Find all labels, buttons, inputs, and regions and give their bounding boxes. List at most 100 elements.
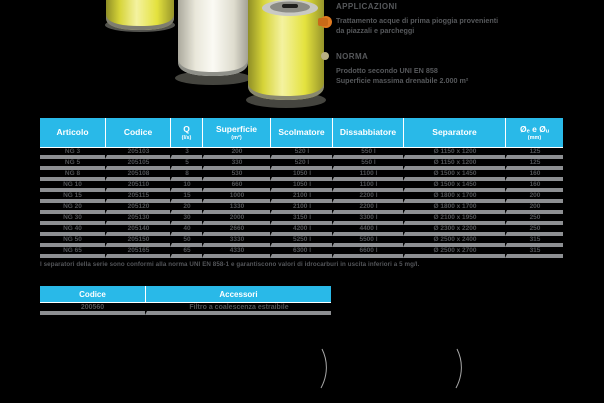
table-cell: NG 30: [40, 214, 105, 225]
table-cell: 15: [170, 192, 202, 203]
col-header-dissabbiatore: Dissabbiatore: [332, 118, 403, 148]
table-cell: 8: [170, 170, 202, 181]
norma-line1: Prodotto secondo UNI EN 858: [336, 66, 438, 76]
table-cell: 200: [505, 203, 563, 214]
table-cell: 205105: [105, 159, 170, 170]
table-cell: 1330: [202, 203, 270, 214]
accessories-table: Codice Accessori 200560 Filtro a coalesce…: [40, 286, 331, 315]
table-cell: 2660: [202, 225, 270, 236]
table-cell: 2200 l: [332, 203, 403, 214]
product-table-header: Articolo Codice Q (l/s) Superficie (m²) …: [40, 118, 563, 148]
table-cell: NG 15: [40, 192, 105, 203]
col-unit: (mm): [527, 135, 542, 141]
table-cell: 5500 l: [332, 236, 403, 247]
table-cell: 200: [505, 192, 563, 203]
table-cell: Ø 2100 x 1950: [403, 214, 505, 225]
col-header-codice: Codice: [105, 118, 170, 148]
table-cell: 250: [505, 214, 563, 225]
table-cell: Ø 1500 x 1450: [403, 181, 505, 192]
table-cell: 125: [505, 159, 563, 170]
table-cell: 520 l: [270, 148, 332, 159]
col-header-acc-codice: Codice: [40, 286, 145, 303]
table-cell: 315: [505, 236, 563, 247]
table-cell: 2100 l: [270, 203, 332, 214]
col-header-portata: Q (l/s): [170, 118, 202, 148]
table-cell: 160: [505, 181, 563, 192]
table-cell: Ø 2500 x 2700: [403, 247, 505, 258]
table-cell: 250: [505, 225, 563, 236]
table-cell: NG 20: [40, 203, 105, 214]
table-cell: 200560: [40, 303, 145, 315]
table-cell: 3150 l: [270, 214, 332, 225]
col-header-separatore: Separatore: [403, 118, 505, 148]
col-unit: (l/s): [181, 135, 192, 141]
table-cell: 205150: [105, 236, 170, 247]
applicazioni-heading: APPLICAZIONI: [336, 2, 398, 11]
col-header-articolo: Articolo: [40, 118, 105, 148]
table-cell: 205140: [105, 225, 170, 236]
table-cell: 205165: [105, 247, 170, 258]
norma-heading: NORMA: [336, 52, 369, 62]
section-applicazioni: APPLICAZIONI Trattamento acque di prima …: [336, 2, 572, 35]
table-cell: 1050 l: [270, 170, 332, 181]
col-header-scolmatore: Scolmatore: [270, 118, 332, 148]
table-cell: NG 50: [40, 236, 105, 247]
table-cell: 125: [505, 148, 563, 159]
col-label: Superficie: [215, 124, 258, 134]
table-cell: 3300 l: [332, 214, 403, 225]
info-text-block: APPLICAZIONI Trattamento acque di prima …: [336, 2, 572, 85]
table-cell: 550 l: [332, 159, 403, 170]
table-cell: 205130: [105, 214, 170, 225]
table-cell: 10: [170, 181, 202, 192]
col-label: Accessori: [219, 289, 258, 299]
applicazioni-line2: da piazzali e parcheggi: [336, 25, 415, 35]
table-cell: 3: [170, 148, 202, 159]
table-cell: 205103: [105, 148, 170, 159]
col-header-accessori: Accessori: [145, 286, 331, 303]
table-cell: 1050 l: [270, 181, 332, 192]
product-photo: [40, 0, 332, 118]
table-note: I separatori della serie sono conformi a…: [40, 261, 420, 268]
table-cell: Ø 2500 x 2400: [403, 236, 505, 247]
table-cell: 205108: [105, 170, 170, 181]
table-cell: NG 10: [40, 181, 105, 192]
tanks-illustration: [105, 0, 332, 108]
table-cell: 5: [170, 159, 202, 170]
table-cell: 6600 l: [332, 247, 403, 258]
col-label: Q: [183, 124, 190, 134]
col-header-superficie: Superficie (m²): [202, 118, 270, 148]
table-cell: Ø 1150 x 1200: [403, 148, 505, 159]
col-label: Scolmatore: [278, 127, 325, 137]
table-cell: 205115: [105, 192, 170, 203]
table-cell: Ø 1150 x 1200: [403, 159, 505, 170]
col-label: Dissabbiatore: [339, 127, 397, 137]
table-cell: NG 8: [40, 170, 105, 181]
section-norma: NORMA Prodotto secondo UNI EN 858 Superf…: [336, 52, 572, 85]
arc-shapes-icon: [320, 348, 462, 389]
table-cell: 1100 l: [332, 181, 403, 192]
table-cell: NG 5: [40, 159, 105, 170]
table-cell: NG 65: [40, 247, 105, 258]
table-row: 200560 Filtro a coalescenza estraibile: [40, 303, 331, 315]
table-cell: 50: [170, 236, 202, 247]
table-cell: 315: [505, 247, 563, 258]
table-cell: 160: [505, 170, 563, 181]
col-label: Separatore: [432, 127, 477, 137]
applicazioni-line1: Trattamento acque di prima pioggia prove…: [336, 16, 499, 25]
table-cell: 550 l: [332, 148, 403, 159]
table-cell: 6300 l: [270, 247, 332, 258]
table-cell: 4330: [202, 247, 270, 258]
table-cell: 65: [170, 247, 202, 258]
table-cell: 20: [170, 203, 202, 214]
table-cell: 660: [202, 181, 270, 192]
table-cell: 520 l: [270, 159, 332, 170]
table-cell: 4400 l: [332, 225, 403, 236]
table-cell: NG 3: [40, 148, 105, 159]
